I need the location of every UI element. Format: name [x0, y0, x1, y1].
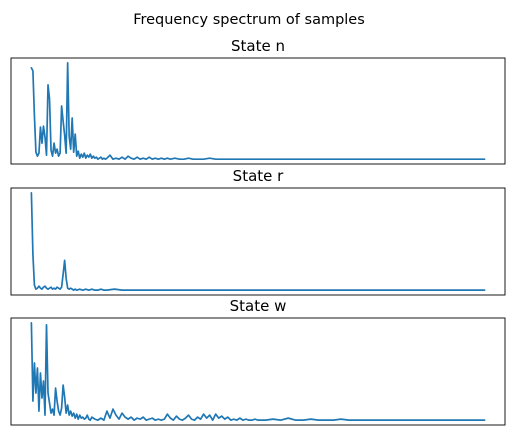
subplot-state-n: State n [10, 37, 506, 165]
subplot-title: State w [230, 297, 287, 315]
axes-frame [10, 317, 506, 426]
subplot-state-w: State w [10, 297, 506, 426]
series-line [30, 61, 486, 161]
axes-frame [10, 187, 506, 296]
figure-suptitle: Frequency spectrum of samples [133, 12, 365, 28]
series-line [30, 192, 486, 291]
subplot-state-r: State r [10, 167, 506, 296]
subplot-title: State n [231, 37, 285, 55]
axes-frame [10, 57, 506, 165]
subplot-title: State r [233, 167, 284, 185]
series-line [30, 322, 486, 421]
